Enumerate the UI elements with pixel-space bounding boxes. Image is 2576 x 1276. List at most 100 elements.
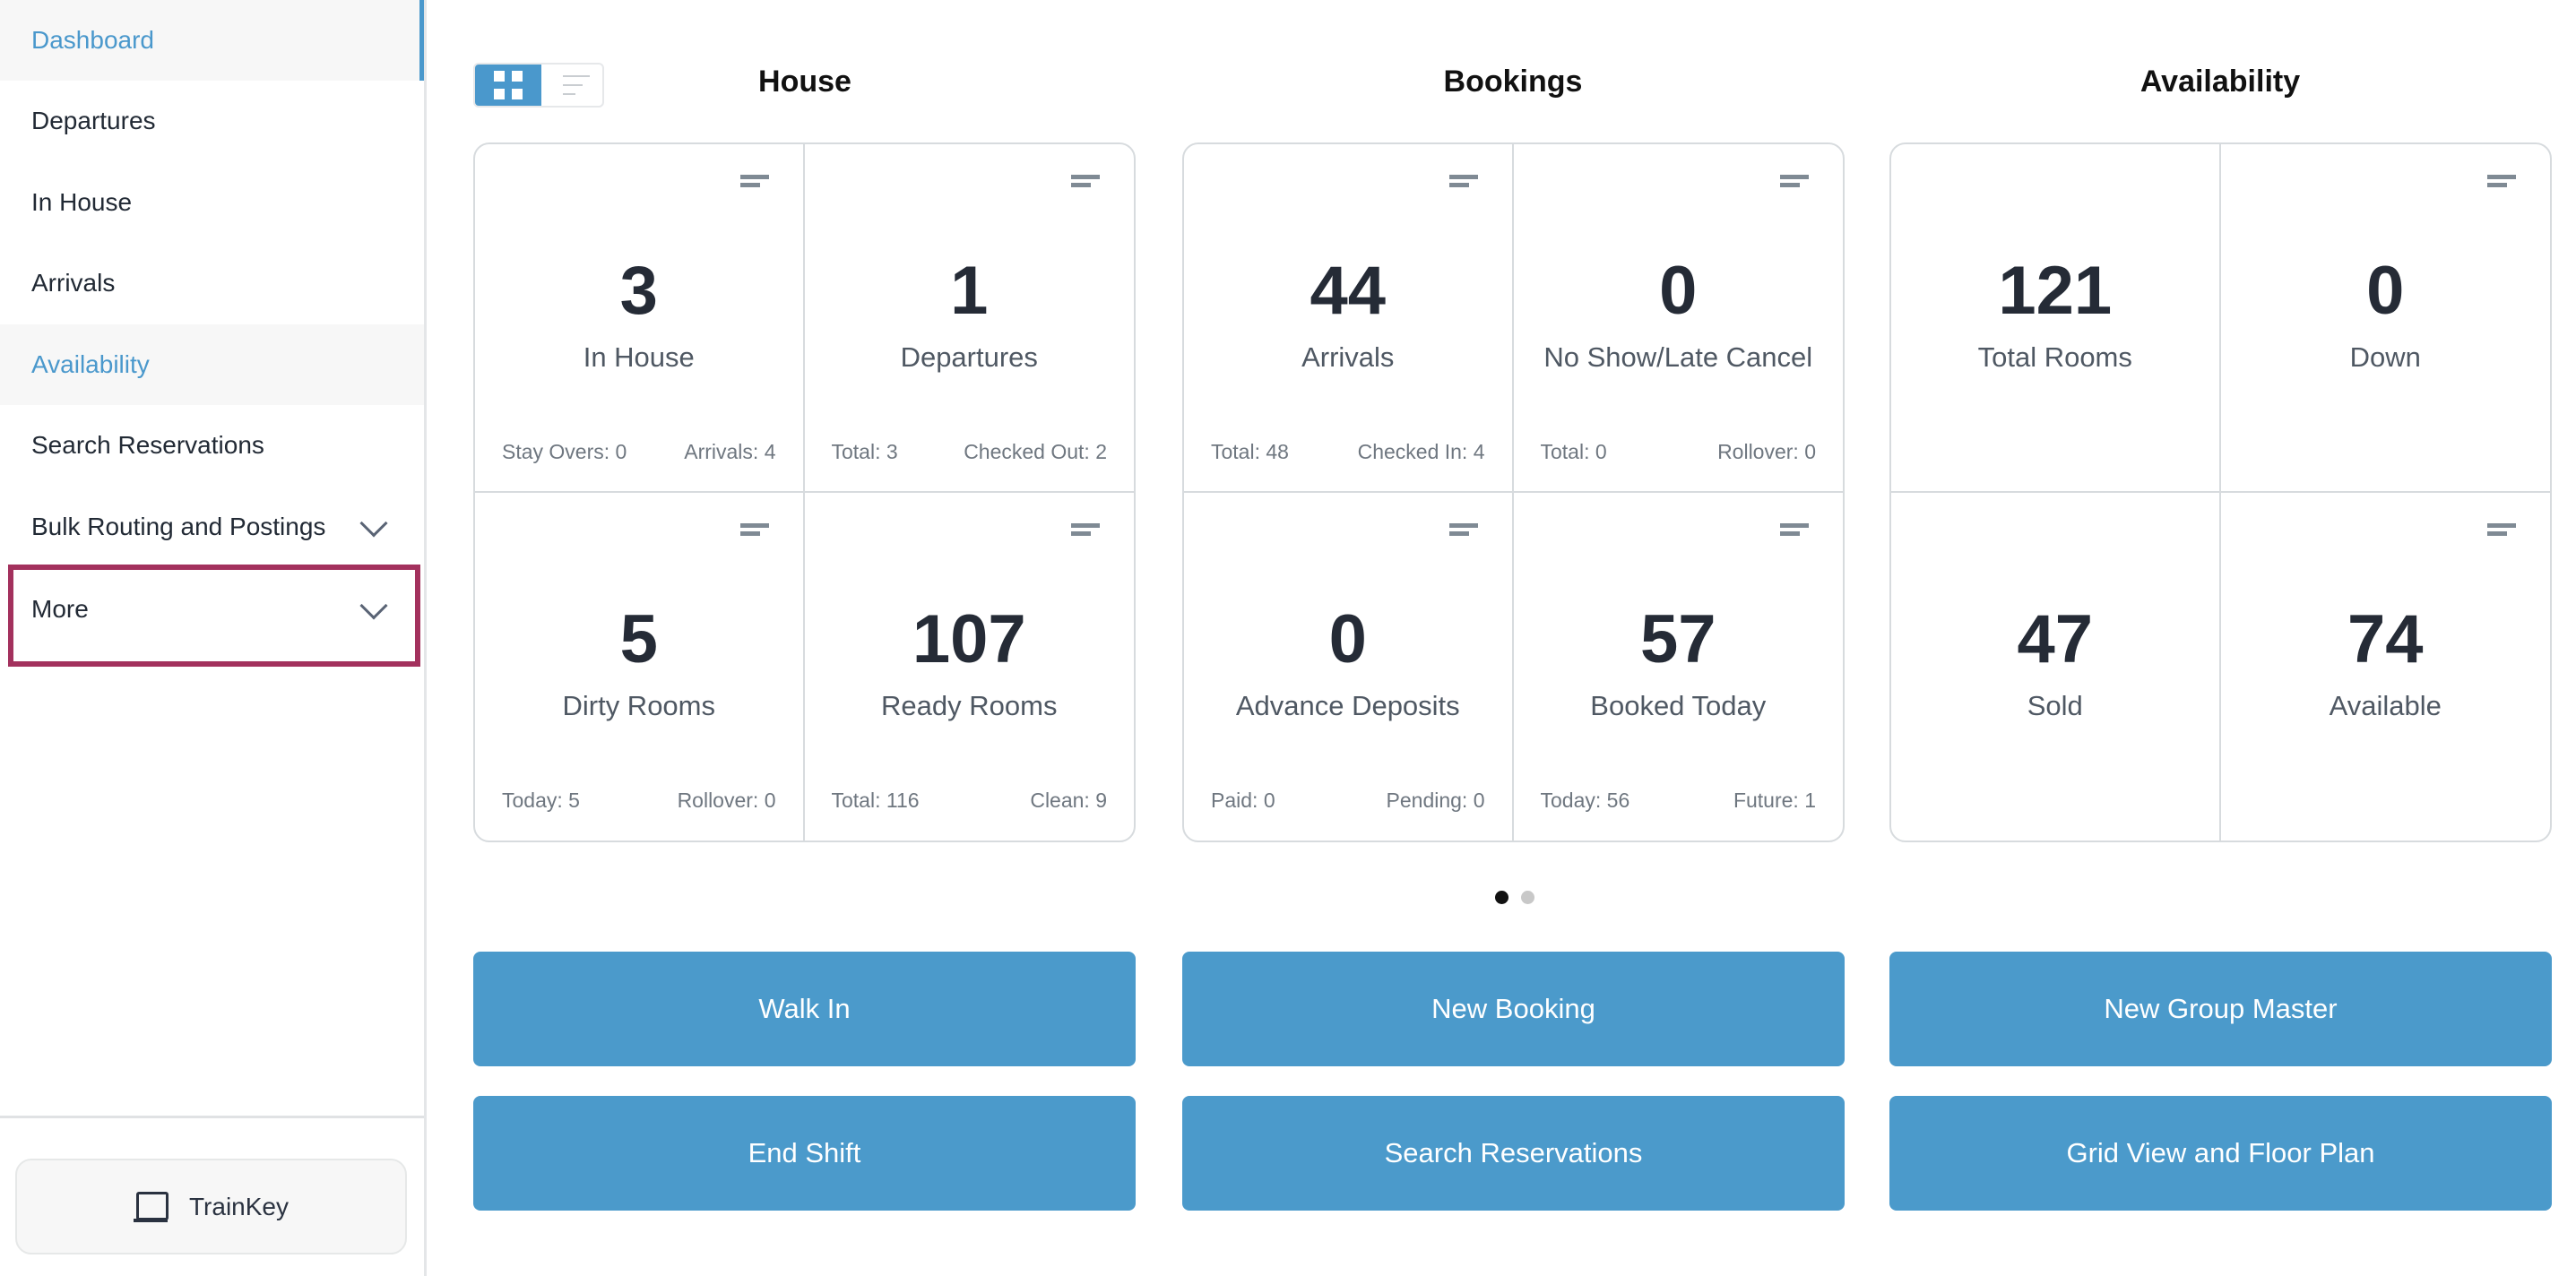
stat-footer-right: Pending: 0 bbox=[1386, 788, 1485, 812]
stat-label: In House bbox=[583, 341, 695, 373]
stat-value: 1 bbox=[950, 253, 989, 329]
stat-value: 0 bbox=[1659, 253, 1698, 329]
stat-tile[interactable]: 74 Available bbox=[2221, 493, 2551, 841]
sidebar-item-label: More bbox=[31, 595, 89, 623]
highlight-box bbox=[8, 565, 420, 667]
stat-footer-left: Total: 0 bbox=[1540, 440, 1607, 463]
stat-label: Arrivals bbox=[1301, 341, 1395, 373]
sidebar-item-label: Bulk Routing and Postings bbox=[31, 513, 326, 540]
stat-footer-left: Total: 3 bbox=[831, 440, 898, 463]
stat-tile[interactable]: 57 Booked Today Today: 56 Future: 1 bbox=[1514, 493, 1844, 841]
trainkey-label: TrainKey bbox=[188, 1192, 289, 1220]
stat-value: 74 bbox=[2347, 600, 2424, 677]
section-card-group: 3 In House Stay Overs: 0 Arrivals: 4 1 Depart… bbox=[473, 142, 1136, 842]
stat-tile[interactable]: 0 Down bbox=[2220, 144, 2550, 493]
stat-value: 57 bbox=[1639, 600, 1716, 677]
sidebar-item-label: In House bbox=[31, 188, 133, 216]
stat-value: 0 bbox=[1328, 600, 1367, 677]
stat-tile[interactable]: 1 Departures Total: 3 Checked Out: 2 bbox=[804, 144, 1134, 493]
stat-footer-right: Checked In: 4 bbox=[1357, 440, 1485, 463]
stat-value: 121 bbox=[1998, 253, 2113, 329]
details-menu-icon[interactable] bbox=[1780, 175, 1809, 194]
stat-value: 44 bbox=[1310, 253, 1387, 329]
view-toggle bbox=[473, 63, 604, 108]
details-menu-icon[interactable] bbox=[1071, 522, 1100, 543]
sidebar-item-dashboard[interactable]: Dashboard bbox=[0, 0, 424, 81]
sidebar-item-label: Arrivals bbox=[31, 269, 116, 297]
stat-tile[interactable]: 5 Dirty Rooms Today: 5 Rollover: 0 bbox=[475, 492, 805, 841]
sidebar-item-label: Availability bbox=[31, 350, 150, 378]
pager-dot[interactable] bbox=[1521, 891, 1534, 904]
divider bbox=[0, 1116, 424, 1118]
stat-value: 0 bbox=[2366, 253, 2405, 329]
stat-value: 3 bbox=[619, 253, 658, 329]
stat-label: Down bbox=[2349, 341, 2421, 373]
grid-view-floor-plan-button[interactable]: Grid View and Floor Plan bbox=[1889, 1096, 2552, 1211]
stat-tile[interactable]: 47 Sold bbox=[1891, 492, 2221, 841]
grid-view-button[interactable] bbox=[475, 65, 541, 106]
details-menu-icon[interactable] bbox=[1448, 522, 1478, 543]
stat-label: Advance Deposits bbox=[1235, 689, 1460, 721]
stat-footer-right: Future: 1 bbox=[1733, 788, 1816, 812]
section-heading: Bookings bbox=[1443, 65, 1583, 99]
stat-tile[interactable]: 107 Ready Rooms Total: 116 Clean: 9 bbox=[805, 493, 1135, 841]
sidebar-item-availability[interactable]: Availability bbox=[0, 324, 424, 405]
sidebar-item-bulk-routing[interactable]: Bulk Routing and Postings bbox=[0, 487, 424, 567]
details-menu-icon[interactable] bbox=[2487, 522, 2516, 543]
stat-tile[interactable]: 0 Advance Deposits Paid: 0 Pending: 0 bbox=[1184, 492, 1514, 841]
end-shift-button[interactable]: End Shift bbox=[473, 1096, 1136, 1211]
stat-footer-right: Rollover: 0 bbox=[1717, 440, 1816, 463]
stat-tile[interactable]: 121 Total Rooms bbox=[1891, 144, 2221, 493]
stat-tile[interactable]: 0 No Show/Late Cancel Total: 0 Rollover: 0 bbox=[1513, 144, 1843, 493]
new-booking-button[interactable]: New Booking bbox=[1182, 952, 1845, 1066]
stat-label: Total Rooms bbox=[1977, 341, 2132, 373]
new-group-master-button[interactable]: New Group Master bbox=[1889, 952, 2552, 1066]
stat-footer-left: Stay Overs: 0 bbox=[502, 440, 627, 463]
sidebar-item-label: Search Reservations bbox=[31, 431, 264, 459]
stat-label: Departures bbox=[900, 341, 1038, 373]
pager-dot-active[interactable] bbox=[1495, 891, 1508, 904]
sidebar-item-departures[interactable]: Departures bbox=[0, 81, 424, 161]
stat-footer-left: Paid: 0 bbox=[1211, 788, 1275, 812]
details-menu-icon[interactable] bbox=[739, 522, 769, 543]
sidebar: Dashboard Departures In House Arrivals A… bbox=[0, 0, 427, 1276]
search-reservations-button[interactable]: Search Reservations bbox=[1182, 1096, 1845, 1211]
details-menu-icon[interactable] bbox=[1448, 175, 1478, 194]
stat-footer-right: Arrivals: 4 bbox=[684, 440, 776, 463]
chevron-down-icon bbox=[359, 509, 388, 538]
sidebar-item-arrivals[interactable]: Arrivals bbox=[0, 243, 424, 323]
trainkey-button[interactable]: TrainKey bbox=[15, 1159, 407, 1254]
sidebar-item-label: Departures bbox=[31, 107, 156, 134]
section-heading: House bbox=[758, 65, 851, 99]
sidebar-item-more[interactable]: More bbox=[0, 569, 424, 650]
sidebar-item-search-reservations[interactable]: Search Reservations bbox=[0, 405, 424, 486]
stat-value: 5 bbox=[619, 600, 658, 677]
stat-tile[interactable]: 3 In House Stay Overs: 0 Arrivals: 4 bbox=[475, 144, 805, 493]
details-menu-icon[interactable] bbox=[739, 175, 769, 194]
list-view-button[interactable] bbox=[541, 65, 602, 106]
laptop-icon bbox=[133, 1191, 169, 1222]
section-card-group: 44 Arrivals Total: 48 Checked In: 4 0 No Show… bbox=[1182, 142, 1845, 842]
stat-value: 47 bbox=[2017, 600, 2094, 677]
sidebar-item-in-house[interactable]: In House bbox=[0, 162, 424, 243]
sidebar-item-label: Dashboard bbox=[31, 26, 154, 54]
section-card-group: 121 Total Rooms 0 Down 47 Sold 74 Available bbox=[1889, 142, 2552, 842]
stat-label: Ready Rooms bbox=[881, 689, 1058, 721]
details-menu-icon[interactable] bbox=[1780, 522, 1809, 543]
stat-footer-left: Total: 116 bbox=[831, 788, 920, 812]
stat-label: Dirty Rooms bbox=[562, 689, 715, 721]
stat-footer-right: Checked Out: 2 bbox=[964, 440, 1107, 463]
section-heading: Availability bbox=[2139, 65, 2301, 99]
walk-in-button[interactable]: Walk In bbox=[473, 952, 1136, 1066]
stat-label: No Show/Late Cancel bbox=[1543, 341, 1813, 373]
details-menu-icon[interactable] bbox=[1071, 175, 1100, 194]
stat-footer-left: Total: 48 bbox=[1211, 440, 1289, 463]
stat-footer-left: Today: 56 bbox=[1540, 788, 1630, 812]
stat-label: Available bbox=[2329, 689, 2442, 721]
stat-label: Booked Today bbox=[1590, 689, 1767, 721]
stat-footer-right: Rollover: 0 bbox=[677, 788, 776, 812]
details-menu-icon[interactable] bbox=[2487, 175, 2516, 194]
stat-footer-right: Clean: 9 bbox=[1030, 788, 1107, 812]
stat-tile[interactable]: 44 Arrivals Total: 48 Checked In: 4 bbox=[1184, 144, 1514, 493]
stat-label: Sold bbox=[2027, 689, 2083, 721]
